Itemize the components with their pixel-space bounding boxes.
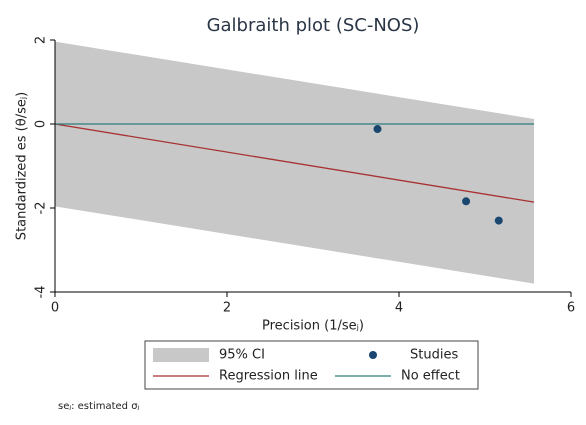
chart-title: Galbraith plot (SC-NOS) xyxy=(207,15,420,36)
x-tick-label: 2 xyxy=(223,301,231,316)
y-tick-label: -2 xyxy=(34,202,49,215)
legend-label: Studies xyxy=(410,348,458,363)
legend-label: No effect xyxy=(401,369,460,384)
y-tick-label: 2 xyxy=(34,36,49,44)
y-axis-label: Standardized es (θ/seⱼ) xyxy=(15,92,30,240)
line xyxy=(54,123,535,203)
study-point xyxy=(373,125,382,134)
x-axis-label: Precision (1/seⱼ) xyxy=(262,319,364,334)
legend-label: 95% CI xyxy=(219,348,265,363)
x-tick-label: 4 xyxy=(395,301,403,316)
y-tick-label: 0 xyxy=(34,120,49,128)
legend-swatch xyxy=(153,348,209,362)
x-tick-label: 0 xyxy=(51,301,59,316)
study-point xyxy=(462,197,471,206)
legend-swatch xyxy=(369,351,377,359)
note: seⱼ: estimated σⱼ xyxy=(58,401,140,412)
legend-label: Regression line xyxy=(219,369,318,384)
study-point xyxy=(494,216,503,225)
y-tick-label: -4 xyxy=(34,286,49,299)
x-tick-label: 6 xyxy=(567,301,575,316)
